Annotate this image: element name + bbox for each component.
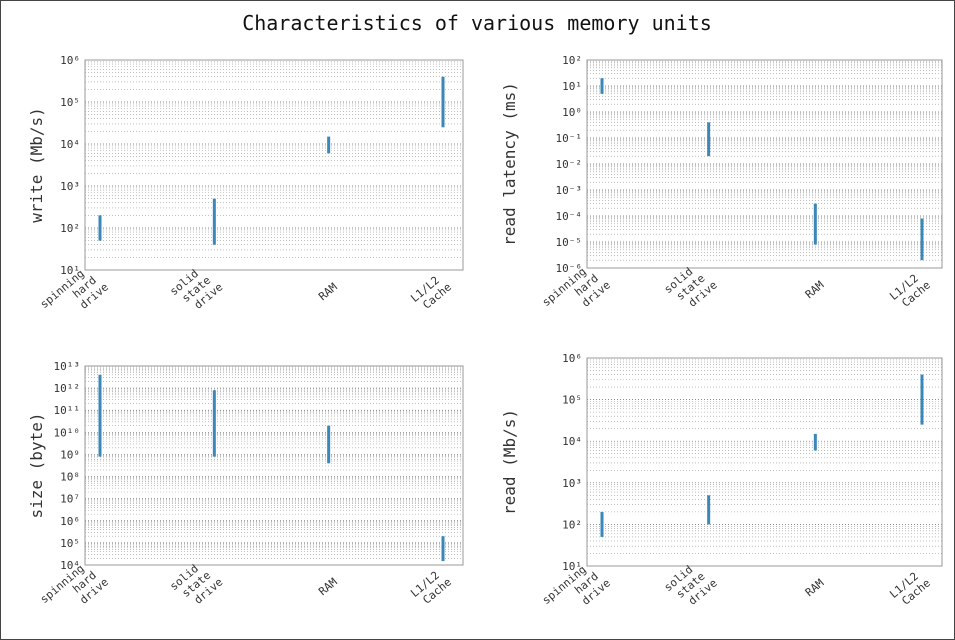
y-axis-label: read (Mb/s) bbox=[500, 409, 519, 515]
y-tick-label: 10² bbox=[60, 222, 80, 235]
y-tick-label: 10⁶ bbox=[60, 54, 80, 67]
y-tick-label: 10⁻³ bbox=[556, 184, 583, 197]
y-tick-label: 10² bbox=[562, 518, 582, 531]
y-tick-label: 10⁸ bbox=[60, 471, 80, 484]
y-tick-label: 10³ bbox=[562, 477, 582, 490]
figure-title: Characteristics of various memory units bbox=[242, 11, 712, 35]
y-tick-label: 10⁻² bbox=[556, 158, 583, 171]
y-tick-label: 10¹⁰ bbox=[54, 426, 81, 439]
y-tick-label: 10⁻⁵ bbox=[556, 236, 583, 249]
y-tick-label: 10⁻⁶ bbox=[556, 262, 583, 275]
y-tick-label: 10⁵ bbox=[60, 537, 80, 550]
y-axis-label: size (byte) bbox=[27, 413, 46, 519]
y-tick-label: 10⁵ bbox=[60, 96, 80, 109]
y-axis-label: write (Mb/s) bbox=[27, 107, 46, 223]
plot-area bbox=[84, 59, 464, 271]
y-tick-label: 10⁻⁴ bbox=[556, 210, 583, 223]
y-tick-label: 10¹¹ bbox=[54, 404, 81, 417]
plot-area bbox=[586, 59, 943, 269]
y-tick-label: 10³ bbox=[60, 180, 80, 193]
plot-area bbox=[586, 357, 943, 567]
y-tick-label: 10⁻¹ bbox=[556, 132, 583, 145]
y-tick-label: 10⁵ bbox=[562, 394, 582, 407]
y-tick-label: 10⁴ bbox=[60, 138, 80, 151]
y-tick-label: 10¹³ bbox=[54, 360, 81, 373]
y-tick-label: 10⁰ bbox=[562, 106, 582, 119]
y-tick-label: 10¹ bbox=[562, 560, 582, 573]
y-tick-label: 10¹ bbox=[60, 264, 80, 277]
y-tick-label: 10⁴ bbox=[562, 435, 582, 448]
y-tick-label: 10⁶ bbox=[60, 515, 80, 528]
y-axis-label: read latency (ms) bbox=[500, 82, 519, 246]
y-tick-label: 10⁴ bbox=[60, 559, 80, 572]
y-tick-label: 10⁷ bbox=[60, 493, 80, 506]
y-tick-label: 10² bbox=[562, 54, 582, 67]
y-tick-label: 10⁶ bbox=[562, 352, 582, 365]
y-tick-label: 10¹² bbox=[54, 382, 81, 395]
plot-area bbox=[84, 365, 464, 566]
y-tick-label: 10⁹ bbox=[60, 448, 80, 461]
y-tick-label: 10¹ bbox=[562, 80, 582, 93]
